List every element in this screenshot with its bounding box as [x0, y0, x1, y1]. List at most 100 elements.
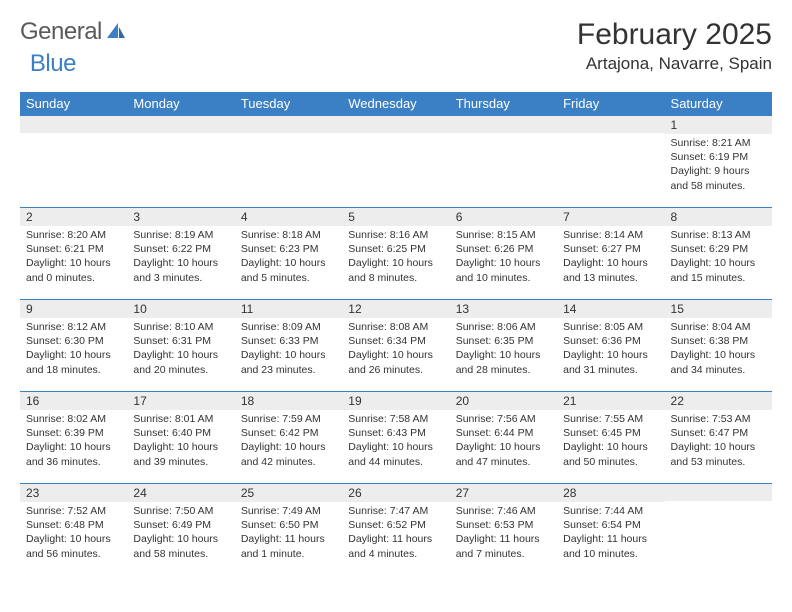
calendar-day-cell: 17Sunrise: 8:01 AMSunset: 6:40 PMDayligh…	[127, 392, 234, 484]
calendar-table: Sunday Monday Tuesday Wednesday Thursday…	[20, 92, 772, 576]
calendar-day-cell	[20, 116, 127, 208]
calendar-day-cell: 24Sunrise: 7:50 AMSunset: 6:49 PMDayligh…	[127, 484, 234, 576]
day-details: Sunrise: 7:55 AMSunset: 6:45 PMDaylight:…	[557, 410, 664, 473]
day-number: 23	[20, 484, 127, 502]
day-number	[342, 116, 449, 133]
day-number: 4	[235, 208, 342, 226]
calendar-day-cell: 25Sunrise: 7:49 AMSunset: 6:50 PMDayligh…	[235, 484, 342, 576]
calendar-day-cell: 8Sunrise: 8:13 AMSunset: 6:29 PMDaylight…	[665, 208, 772, 300]
calendar-day-cell: 9Sunrise: 8:12 AMSunset: 6:30 PMDaylight…	[20, 300, 127, 392]
calendar-day-cell: 20Sunrise: 7:56 AMSunset: 6:44 PMDayligh…	[450, 392, 557, 484]
day-details: Sunrise: 7:50 AMSunset: 6:49 PMDaylight:…	[127, 502, 234, 565]
day-details: Sunrise: 8:10 AMSunset: 6:31 PMDaylight:…	[127, 318, 234, 381]
day-number	[450, 116, 557, 133]
calendar-day-cell: 18Sunrise: 7:59 AMSunset: 6:42 PMDayligh…	[235, 392, 342, 484]
brand-logo: General	[20, 18, 126, 46]
weekday-header: Saturday	[665, 92, 772, 116]
day-number: 2	[20, 208, 127, 226]
day-details: Sunrise: 8:18 AMSunset: 6:23 PMDaylight:…	[235, 226, 342, 289]
calendar-week-row: 2Sunrise: 8:20 AMSunset: 6:21 PMDaylight…	[20, 208, 772, 300]
day-number: 16	[20, 392, 127, 410]
day-details: Sunrise: 7:47 AMSunset: 6:52 PMDaylight:…	[342, 502, 449, 565]
calendar-day-cell: 23Sunrise: 7:52 AMSunset: 6:48 PMDayligh…	[20, 484, 127, 576]
day-details: Sunrise: 7:46 AMSunset: 6:53 PMDaylight:…	[450, 502, 557, 565]
calendar-day-cell: 16Sunrise: 8:02 AMSunset: 6:39 PMDayligh…	[20, 392, 127, 484]
calendar-body: 1Sunrise: 8:21 AMSunset: 6:19 PMDaylight…	[20, 116, 772, 576]
calendar-day-cell: 3Sunrise: 8:19 AMSunset: 6:22 PMDaylight…	[127, 208, 234, 300]
day-details: Sunrise: 8:09 AMSunset: 6:33 PMDaylight:…	[235, 318, 342, 381]
title-block: February 2025 Artajona, Navarre, Spain	[577, 18, 772, 74]
day-number: 12	[342, 300, 449, 318]
day-number: 3	[127, 208, 234, 226]
day-details: Sunrise: 7:56 AMSunset: 6:44 PMDaylight:…	[450, 410, 557, 473]
calendar-week-row: 9Sunrise: 8:12 AMSunset: 6:30 PMDaylight…	[20, 300, 772, 392]
calendar-day-cell: 13Sunrise: 8:06 AMSunset: 6:35 PMDayligh…	[450, 300, 557, 392]
day-number: 14	[557, 300, 664, 318]
day-details: Sunrise: 7:49 AMSunset: 6:50 PMDaylight:…	[235, 502, 342, 565]
day-number: 18	[235, 392, 342, 410]
calendar-day-cell	[450, 116, 557, 208]
calendar-day-cell: 22Sunrise: 7:53 AMSunset: 6:47 PMDayligh…	[665, 392, 772, 484]
weekday-header: Tuesday	[235, 92, 342, 116]
weekday-header-row: Sunday Monday Tuesday Wednesday Thursday…	[20, 92, 772, 116]
day-number	[235, 116, 342, 133]
calendar-day-cell	[665, 484, 772, 576]
calendar-day-cell: 2Sunrise: 8:20 AMSunset: 6:21 PMDaylight…	[20, 208, 127, 300]
day-details: Sunrise: 7:58 AMSunset: 6:43 PMDaylight:…	[342, 410, 449, 473]
calendar-day-cell: 5Sunrise: 8:16 AMSunset: 6:25 PMDaylight…	[342, 208, 449, 300]
calendar-day-cell	[342, 116, 449, 208]
weekday-header: Wednesday	[342, 92, 449, 116]
day-details: Sunrise: 8:08 AMSunset: 6:34 PMDaylight:…	[342, 318, 449, 381]
day-number: 11	[235, 300, 342, 318]
calendar-week-row: 16Sunrise: 8:02 AMSunset: 6:39 PMDayligh…	[20, 392, 772, 484]
calendar-day-cell: 4Sunrise: 8:18 AMSunset: 6:23 PMDaylight…	[235, 208, 342, 300]
calendar-day-cell: 21Sunrise: 7:55 AMSunset: 6:45 PMDayligh…	[557, 392, 664, 484]
calendar-day-cell: 10Sunrise: 8:10 AMSunset: 6:31 PMDayligh…	[127, 300, 234, 392]
day-details: Sunrise: 8:02 AMSunset: 6:39 PMDaylight:…	[20, 410, 127, 473]
weekday-header: Friday	[557, 92, 664, 116]
day-number: 10	[127, 300, 234, 318]
day-details: Sunrise: 7:59 AMSunset: 6:42 PMDaylight:…	[235, 410, 342, 473]
day-number: 28	[557, 484, 664, 502]
day-number: 19	[342, 392, 449, 410]
day-number: 22	[665, 392, 772, 410]
day-details: Sunrise: 8:19 AMSunset: 6:22 PMDaylight:…	[127, 226, 234, 289]
day-number: 7	[557, 208, 664, 226]
calendar-week-row: 1Sunrise: 8:21 AMSunset: 6:19 PMDaylight…	[20, 116, 772, 208]
day-details: Sunrise: 8:01 AMSunset: 6:40 PMDaylight:…	[127, 410, 234, 473]
day-details: Sunrise: 8:05 AMSunset: 6:36 PMDaylight:…	[557, 318, 664, 381]
calendar-week-row: 23Sunrise: 7:52 AMSunset: 6:48 PMDayligh…	[20, 484, 772, 576]
day-details: Sunrise: 7:52 AMSunset: 6:48 PMDaylight:…	[20, 502, 127, 565]
day-number: 25	[235, 484, 342, 502]
day-details: Sunrise: 8:04 AMSunset: 6:38 PMDaylight:…	[665, 318, 772, 381]
day-number: 5	[342, 208, 449, 226]
day-details: Sunrise: 8:14 AMSunset: 6:27 PMDaylight:…	[557, 226, 664, 289]
day-details: Sunrise: 8:21 AMSunset: 6:19 PMDaylight:…	[665, 134, 772, 197]
calendar-day-cell: 26Sunrise: 7:47 AMSunset: 6:52 PMDayligh…	[342, 484, 449, 576]
calendar-day-cell	[557, 116, 664, 208]
location-text: Artajona, Navarre, Spain	[577, 54, 772, 74]
calendar-day-cell: 14Sunrise: 8:05 AMSunset: 6:36 PMDayligh…	[557, 300, 664, 392]
day-number: 13	[450, 300, 557, 318]
day-number: 9	[20, 300, 127, 318]
calendar-day-cell: 6Sunrise: 8:15 AMSunset: 6:26 PMDaylight…	[450, 208, 557, 300]
weekday-header: Thursday	[450, 92, 557, 116]
day-details: Sunrise: 7:53 AMSunset: 6:47 PMDaylight:…	[665, 410, 772, 473]
day-number	[127, 116, 234, 133]
calendar-day-cell: 1Sunrise: 8:21 AMSunset: 6:19 PMDaylight…	[665, 116, 772, 208]
calendar-day-cell: 19Sunrise: 7:58 AMSunset: 6:43 PMDayligh…	[342, 392, 449, 484]
weekday-header: Sunday	[20, 92, 127, 116]
calendar-day-cell: 11Sunrise: 8:09 AMSunset: 6:33 PMDayligh…	[235, 300, 342, 392]
sail-icon	[104, 21, 126, 41]
day-details: Sunrise: 8:16 AMSunset: 6:25 PMDaylight:…	[342, 226, 449, 289]
calendar-day-cell: 15Sunrise: 8:04 AMSunset: 6:38 PMDayligh…	[665, 300, 772, 392]
brand-word-1: General	[20, 18, 102, 46]
calendar-day-cell: 7Sunrise: 8:14 AMSunset: 6:27 PMDaylight…	[557, 208, 664, 300]
day-number: 27	[450, 484, 557, 502]
day-number: 15	[665, 300, 772, 318]
day-details: Sunrise: 8:13 AMSunset: 6:29 PMDaylight:…	[665, 226, 772, 289]
weekday-header: Monday	[127, 92, 234, 116]
day-details: Sunrise: 8:12 AMSunset: 6:30 PMDaylight:…	[20, 318, 127, 381]
day-number: 24	[127, 484, 234, 502]
day-number: 26	[342, 484, 449, 502]
